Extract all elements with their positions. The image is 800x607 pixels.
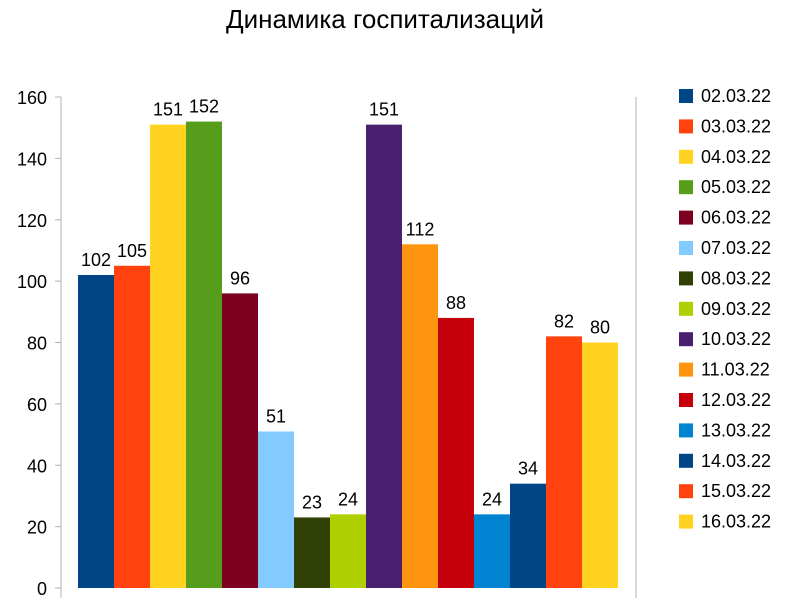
bar bbox=[222, 293, 258, 588]
data-label: 112 bbox=[406, 219, 435, 239]
data-label: 88 bbox=[446, 293, 466, 313]
legend-label: 04.03.22 bbox=[701, 147, 771, 167]
legend-label: 11.03.22 bbox=[701, 360, 770, 380]
y-tick-label: 0 bbox=[37, 579, 47, 599]
legend-swatch bbox=[679, 89, 693, 103]
legend-label: 12.03.22 bbox=[701, 390, 771, 410]
y-tick-label: 80 bbox=[27, 334, 47, 354]
bars bbox=[78, 121, 618, 589]
bar bbox=[510, 483, 546, 588]
data-label: 151 bbox=[153, 100, 183, 120]
y-tick-label: 100 bbox=[17, 272, 47, 292]
legend-label: 13.03.22 bbox=[701, 420, 771, 440]
bar bbox=[330, 514, 366, 588]
data-label: 151 bbox=[369, 100, 399, 120]
legend-swatch bbox=[679, 210, 693, 225]
legend-label: 03.03.22 bbox=[701, 116, 771, 136]
legend-swatch bbox=[679, 393, 693, 407]
data-labels: 102 105 151 152 96 51 23 24 151 112 88 24 34 82 80 bbox=[81, 97, 610, 513]
legend-label: 10.03.22 bbox=[701, 329, 771, 349]
bar bbox=[474, 514, 510, 588]
bar bbox=[546, 336, 582, 588]
chart-title: Динамика госпитализаций bbox=[226, 4, 544, 34]
y-tick-label: 60 bbox=[27, 395, 47, 415]
y-axis: 0 20 40 60 80 100 120 140 160 bbox=[17, 88, 61, 599]
legend-label: 02.03.22 bbox=[701, 86, 771, 106]
grid bbox=[60, 97, 637, 598]
legend-label: 15.03.22 bbox=[701, 481, 771, 501]
legend-swatch bbox=[679, 332, 693, 347]
legend-label: 05.03.22 bbox=[701, 177, 771, 197]
legend-swatch bbox=[679, 423, 693, 438]
data-label: 80 bbox=[590, 318, 610, 338]
y-tick-label: 20 bbox=[27, 518, 47, 538]
data-label: 152 bbox=[189, 97, 219, 117]
bar bbox=[150, 124, 186, 589]
data-label: 96 bbox=[230, 268, 250, 288]
legend-label: 07.03.22 bbox=[701, 238, 771, 258]
y-tick-label: 40 bbox=[27, 456, 47, 476]
legend-swatch bbox=[679, 149, 693, 164]
legend-label: 14.03.22 bbox=[701, 451, 771, 471]
bar bbox=[294, 517, 330, 588]
legend-swatch bbox=[679, 119, 693, 134]
legend-label: 09.03.22 bbox=[701, 299, 771, 319]
bar bbox=[186, 121, 222, 589]
bar bbox=[258, 431, 294, 588]
legend-swatch bbox=[679, 362, 693, 377]
legend-label: 06.03.22 bbox=[701, 208, 771, 228]
data-label: 102 bbox=[81, 250, 111, 270]
data-label: 82 bbox=[554, 311, 574, 331]
legend-swatch bbox=[679, 180, 693, 195]
data-label: 34 bbox=[518, 459, 538, 479]
legend-swatch bbox=[679, 241, 693, 255]
legend-swatch bbox=[679, 301, 693, 316]
data-label: 51 bbox=[266, 406, 286, 426]
y-tick-label: 120 bbox=[17, 211, 47, 231]
bar bbox=[366, 124, 402, 589]
bar bbox=[114, 265, 150, 588]
y-tick-label: 140 bbox=[17, 149, 47, 169]
legend-label: 08.03.22 bbox=[701, 268, 771, 288]
bar bbox=[582, 342, 618, 588]
bar bbox=[438, 317, 474, 588]
legend: 02.03.22 03.03.22 04.03.22 05.03.22 06.03.22… bbox=[679, 86, 771, 532]
legend-label: 16.03.22 bbox=[701, 512, 771, 532]
bar bbox=[402, 244, 438, 589]
data-label: 105 bbox=[117, 241, 147, 261]
y-tick-label: 160 bbox=[17, 88, 47, 108]
legend-swatch bbox=[679, 271, 693, 286]
data-label: 24 bbox=[482, 489, 502, 509]
legend-swatch bbox=[679, 484, 693, 499]
data-label: 24 bbox=[338, 489, 358, 509]
bar bbox=[78, 274, 114, 588]
legend-swatch bbox=[679, 514, 693, 529]
legend-swatch bbox=[679, 453, 693, 468]
data-label: 23 bbox=[302, 492, 322, 512]
